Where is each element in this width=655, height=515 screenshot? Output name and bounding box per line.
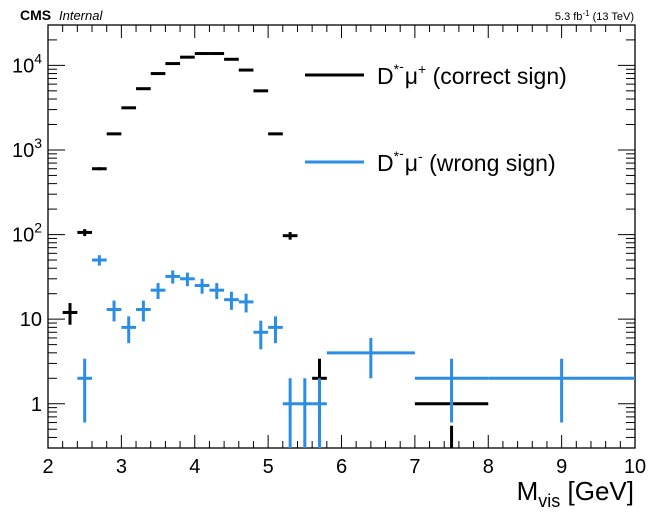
- y-tick-label-base: 10: [12, 55, 34, 77]
- x-tick-label: 4: [189, 456, 200, 478]
- data-point: [326, 337, 415, 379]
- data-point: [121, 106, 137, 110]
- x-axis-title: Mvis [GeV]: [517, 476, 634, 511]
- y-tick-label: 103: [12, 135, 42, 162]
- data-point: [106, 300, 122, 322]
- data-point: [312, 378, 327, 448]
- x-tick-label: 6: [336, 456, 347, 478]
- experiment-label: CMS: [20, 7, 51, 23]
- data-point: [282, 378, 298, 448]
- y-tick-label: 10: [20, 309, 42, 331]
- legend-entry-wrong-sign: D*-μ- (wrong sign): [305, 145, 556, 176]
- status-label: Internal: [59, 8, 103, 23]
- data-point: [180, 272, 195, 287]
- series-0: [62, 52, 489, 448]
- data-point: [77, 229, 93, 237]
- series-1: [77, 255, 635, 448]
- data-point: [209, 283, 225, 300]
- data-point: [224, 291, 239, 310]
- y-tick-label: 104: [12, 50, 42, 77]
- data-point: [77, 358, 93, 423]
- data-point: [238, 293, 254, 313]
- data-point: [297, 378, 313, 448]
- x-tick-label: 9: [556, 456, 567, 478]
- data-point: [488, 358, 635, 423]
- legend: D*-μ+ (correct sign) D*-μ- (wrong sign): [305, 58, 567, 176]
- data-point: [92, 255, 107, 266]
- luminosity-label: 5.3 fb-1 (13 TeV): [555, 9, 634, 23]
- x-tick-label: 2: [42, 456, 53, 478]
- data-point: [194, 278, 210, 294]
- data-point: [282, 232, 298, 240]
- data-point: [106, 132, 122, 136]
- data-point: [92, 167, 107, 171]
- x-tick-label: 5: [263, 456, 274, 478]
- data-point: [136, 87, 151, 91]
- x-tick-label: 3: [116, 456, 127, 478]
- data-marks: [62, 52, 635, 448]
- y-tick-label-base: 10: [12, 225, 34, 247]
- energy-label: (13 TeV): [593, 11, 634, 23]
- y-tick-label-exponent: 2: [34, 220, 42, 236]
- data-point: [121, 316, 137, 344]
- data-point: [268, 132, 283, 136]
- lumi-exponent: -1: [582, 9, 590, 18]
- y-tick-label: 102: [12, 220, 42, 247]
- x-tick-label: 8: [483, 456, 494, 478]
- y-tick-label-base: 1: [31, 394, 42, 416]
- data-point: [165, 270, 181, 284]
- x-tick-label: 10: [624, 456, 646, 478]
- data-point: [62, 303, 78, 325]
- legend-entry-correct-sign: D*-μ+ (correct sign): [305, 58, 567, 89]
- data-point: [253, 89, 269, 93]
- y-tick-label-base: 10: [12, 140, 34, 162]
- legend-label-wrong-sign: D*-μ- (wrong sign): [377, 145, 556, 176]
- data-point: [150, 283, 166, 300]
- y-tick-label-base: 10: [20, 309, 42, 331]
- lumi-value: 5.3 fb: [555, 11, 583, 23]
- data-point: [268, 316, 283, 344]
- y-tick-label-exponent: 4: [34, 50, 42, 66]
- y-tick-label: 1: [31, 394, 42, 416]
- data-point: [253, 320, 269, 350]
- data-point: [136, 300, 151, 322]
- data-point: [414, 358, 489, 423]
- y-tick-label-exponent: 3: [34, 135, 42, 151]
- legend-label-correct-sign: D*-μ+ (correct sign): [377, 58, 567, 89]
- x-tick-label: 7: [409, 456, 420, 478]
